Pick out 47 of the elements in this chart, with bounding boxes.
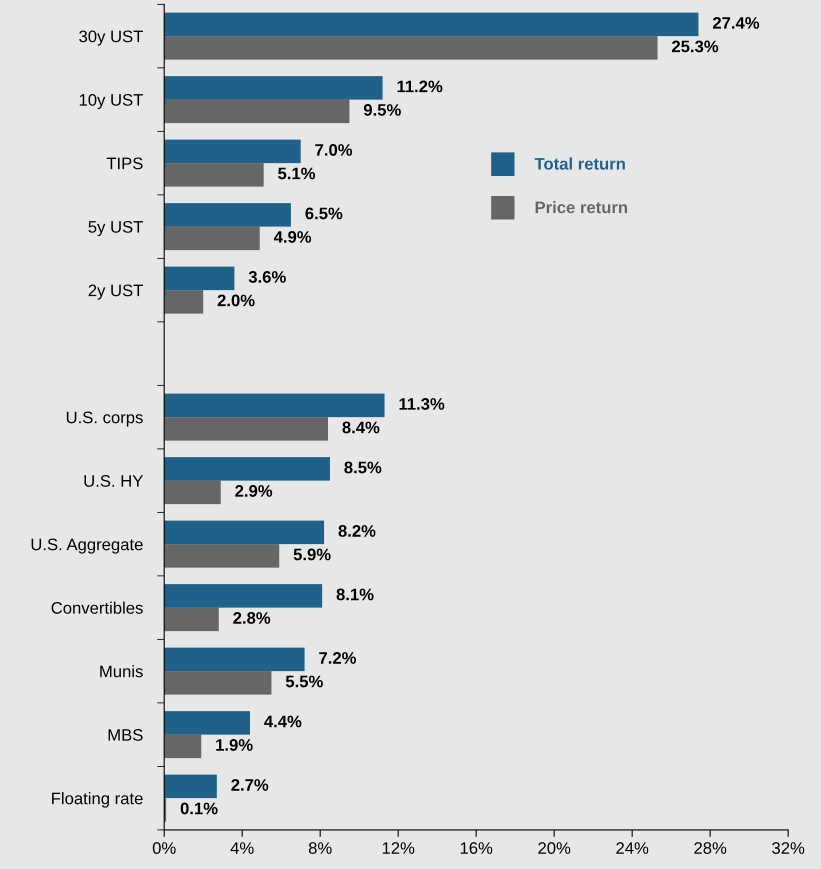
data-label: 5.1% [278,168,316,180]
data-label: 5.9% [294,548,331,560]
data-label: 6.5% [305,208,342,220]
x-tick-label: 32% [772,842,804,854]
y-tick-label: U.S. Aggregate [32,538,143,554]
data-label: 9.5% [364,104,401,116]
legend-label: Total return [534,157,625,170]
data-label: 11.3% [399,398,444,410]
data-label: 3.6% [248,271,286,283]
data-label: 11.2% [398,80,442,92]
data-label: 4.4% [264,716,302,728]
x-tick-label: 16% [460,842,492,854]
x-tick-label: 0% [152,842,176,854]
y-tick-label: U.S. corps [66,412,143,427]
data-label: 7.2% [319,652,356,664]
data-label: 4.9% [274,231,312,243]
data-label: 5.5% [286,676,323,688]
x-tick-label: 20% [538,842,570,854]
data-label: 1.9% [216,739,253,751]
data-label: 2.9% [235,485,272,497]
y-tick-label: Munis [100,665,143,678]
y-tick-label: 5y UST [88,221,143,236]
data-label: 8.1% [336,588,374,600]
x-tick-label: 12% [382,842,414,854]
data-label: 8.2% [338,525,376,537]
x-tick-label: 8% [308,842,332,854]
x-tick-label: 4% [230,842,254,854]
y-tick-label: U.S. HY [84,475,143,487]
data-label: 7.0% [315,144,352,156]
y-tick-label: MBS [108,729,143,741]
y-tick-label: TIPS [106,158,143,170]
x-tick-label: 28% [694,842,726,854]
data-label: 8.5% [344,462,382,474]
data-label: 2.0% [218,294,255,306]
y-tick-label: Convertibles [52,602,143,614]
data-label: 25.3% [672,40,718,52]
x-tick-label: 24% [616,842,648,854]
data-label: 2.7% [231,779,268,791]
legend-label: Price return [536,201,628,214]
data-label: 0.1% [180,802,218,814]
y-tick-label: 30y UST [79,30,143,46]
y-tick-label: 2y UST [88,284,143,300]
data-label: 27.4% [712,17,760,29]
data-label: 8.4% [342,422,380,434]
y-tick-label: Floating rate [52,792,143,808]
y-tick-label: 10y UST [80,94,143,110]
data-label: 2.8% [233,612,270,624]
